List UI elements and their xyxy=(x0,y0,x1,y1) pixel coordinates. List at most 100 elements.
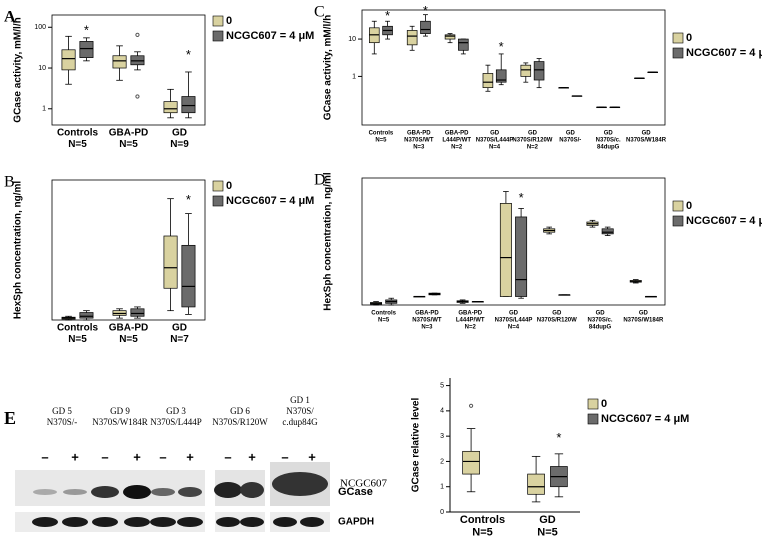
x-tick-label: N=7 xyxy=(170,334,189,345)
x-tick-label: N370S/c. xyxy=(588,317,613,323)
x-tick-label: N=5 xyxy=(472,527,493,539)
lane-label: N370S/W184R xyxy=(92,417,148,427)
blot-band xyxy=(272,472,328,496)
x-tick-label: GD xyxy=(490,131,500,137)
box xyxy=(458,38,469,51)
x-tick-label: Controls xyxy=(369,131,394,137)
legend-label: 0 xyxy=(601,398,607,410)
legend-label: NCGC607 = 4 μM xyxy=(601,413,689,425)
x-tick-label: 84dupG xyxy=(589,324,612,330)
y-tick-label: 0 xyxy=(440,509,444,516)
x-tick-label: N=9 xyxy=(170,139,189,150)
box xyxy=(444,34,456,40)
panel-label: C xyxy=(314,4,325,21)
box xyxy=(61,49,76,71)
outlier xyxy=(468,403,474,408)
x-tick-label: GD xyxy=(172,323,187,334)
legend-swatch xyxy=(672,47,684,59)
annotation: * xyxy=(499,39,504,54)
x-tick-label: N=5 xyxy=(119,139,138,150)
annotation: * xyxy=(186,47,191,62)
legend-swatch xyxy=(212,180,224,192)
x-tick-label: N370S/R120W xyxy=(537,317,577,323)
box xyxy=(520,64,532,77)
x-tick-label: GD xyxy=(539,514,556,526)
x-tick-label: GD xyxy=(509,311,519,317)
x-tick-label: N=4 xyxy=(489,144,501,150)
box xyxy=(181,244,196,308)
x-tick-label: L444P/WT xyxy=(456,317,485,323)
box xyxy=(181,96,196,114)
legend-swatch xyxy=(587,398,599,410)
plot-frame xyxy=(361,177,666,306)
box xyxy=(420,20,431,34)
x-tick-label: GBA-PD xyxy=(415,311,439,317)
treatment-sign: – xyxy=(101,449,108,464)
treatment-sign: – xyxy=(281,449,288,464)
y-tick-label: 100 xyxy=(34,24,46,31)
x-tick-label: N=5 xyxy=(68,139,87,150)
box xyxy=(515,216,528,297)
treatment-label: NCGC607 xyxy=(340,478,388,490)
x-tick-label: GD xyxy=(642,131,652,137)
blot-band xyxy=(214,482,242,498)
panel-label: E xyxy=(4,408,16,428)
plot-frame xyxy=(361,9,666,126)
x-tick-label: N=2 xyxy=(451,144,463,150)
box xyxy=(79,41,94,58)
y-axis-label: HexSph concentration, ng/ml xyxy=(323,172,334,311)
legend-label: NCGC607 = 4 μM xyxy=(686,47,762,59)
box xyxy=(533,61,545,81)
x-tick-label: GD xyxy=(596,311,606,317)
box xyxy=(112,55,127,69)
x-tick-label: N=5 xyxy=(68,334,87,345)
treatment-sign: – xyxy=(159,449,166,464)
blot-band xyxy=(151,488,175,496)
x-tick-label: GD xyxy=(604,131,614,137)
box xyxy=(163,101,178,114)
blot-band xyxy=(91,486,119,498)
annotation: * xyxy=(556,430,561,445)
panel-label: A xyxy=(4,9,16,26)
treatment-sign: + xyxy=(308,449,316,464)
treatment-sign: + xyxy=(248,449,256,464)
x-tick-label: N=4 xyxy=(508,324,520,330)
treatment-sign: – xyxy=(224,449,231,464)
y-tick-label: 10 xyxy=(38,65,46,72)
treatment-sign: + xyxy=(186,449,194,464)
legend-label: 0 xyxy=(686,32,692,44)
lane-label: N370S/R120W xyxy=(212,417,268,427)
y-axis-label: GCase activity, mM/l/h xyxy=(13,17,24,122)
box xyxy=(601,228,614,235)
x-tick-label: Controls xyxy=(57,128,99,139)
x-tick-label: Controls xyxy=(371,311,396,317)
legend-label: 0 xyxy=(226,15,232,27)
treatment-sign: + xyxy=(71,449,79,464)
x-tick-label: N=5 xyxy=(119,334,138,345)
x-tick-label: N=2 xyxy=(527,144,539,150)
plot-frame xyxy=(51,179,206,321)
x-tick-label: N370S/R120W xyxy=(512,137,552,143)
x-tick-label: N=5 xyxy=(375,137,387,143)
legend-swatch xyxy=(672,215,684,227)
legend-label: NCGC607 = 4 μM xyxy=(226,195,314,207)
lane-label: c.dup84G xyxy=(282,417,318,427)
y-tick-label: 10 xyxy=(348,36,356,43)
box xyxy=(499,203,512,297)
lane-label: GD 1 xyxy=(290,395,310,405)
treatment-sign: + xyxy=(133,449,141,464)
outlier xyxy=(135,32,140,37)
box xyxy=(482,73,494,89)
x-tick-label: N370S/W184R xyxy=(623,317,664,323)
lane-label: N370S/- xyxy=(47,417,78,427)
x-tick-label: 84dupG xyxy=(597,144,620,150)
x-tick-label: N=5 xyxy=(378,317,390,323)
x-tick-label: N370S/WT xyxy=(412,317,442,323)
x-tick-label: GBA-PD xyxy=(445,131,469,137)
blot-images xyxy=(15,462,330,532)
legend-swatch xyxy=(212,30,224,42)
x-tick-label: N=5 xyxy=(537,527,558,539)
lane-label: GD 9 xyxy=(110,406,130,416)
legend-swatch xyxy=(672,200,684,212)
outlier xyxy=(135,94,140,99)
